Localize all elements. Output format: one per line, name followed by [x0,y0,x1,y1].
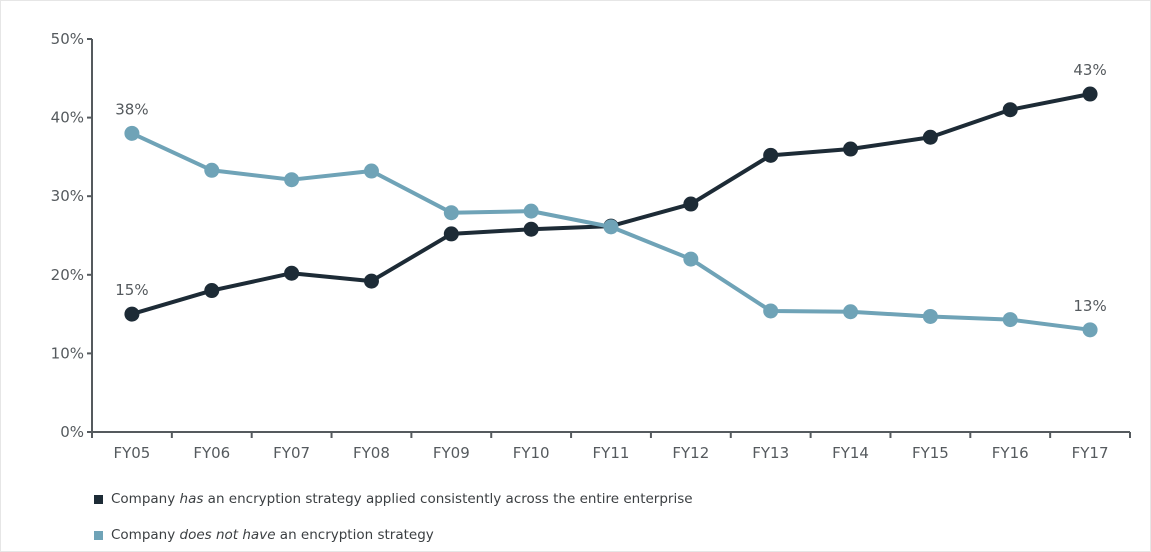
data-point [843,304,859,320]
legend-swatch-light [94,530,103,540]
data-point [363,163,379,179]
y-tick-label: 10% [51,344,84,362]
x-tick-label: FY08 [353,444,390,462]
y-tick-label: 0% [60,423,84,441]
data-point [763,147,779,163]
data-point [683,196,699,212]
data-point [124,125,140,141]
data-point [443,226,459,242]
legend-item-no-strategy: Company does not have an encryption stra… [94,527,434,543]
x-tick-label: FY11 [593,444,630,462]
y-tick-label: 20% [51,266,84,284]
x-tick-label: FY05 [113,444,150,462]
data-point [443,205,459,221]
data-point [683,251,699,267]
data-point [922,308,938,324]
data-label-first: 15% [115,281,148,299]
legend-item-has-strategy: Company has an encryption strategy appli… [94,491,693,507]
data-point [1082,322,1098,338]
x-tick-label: FY12 [672,444,709,462]
y-tick-label: 30% [51,187,84,205]
data-label-last: 43% [1073,61,1106,79]
data-point [1002,312,1018,328]
legend-label: Company has an encryption strategy appli… [111,491,693,507]
data-point [204,283,220,299]
x-tick-label: FY13 [752,444,789,462]
data-point [922,129,938,145]
data-point [204,162,220,178]
x-tick-label: FY17 [1072,444,1109,462]
y-tick-label: 50% [51,30,84,48]
legend-label: Company does not have an encryption stra… [111,527,434,543]
data-point [124,306,140,322]
x-tick-label: FY09 [433,444,470,462]
x-tick-label: FY15 [912,444,949,462]
data-label-first: 38% [115,100,148,118]
data-point [523,203,539,219]
data-label-last: 13% [1073,297,1106,315]
y-tick-label: 40% [51,109,84,127]
data-point [1002,102,1018,118]
data-point [843,141,859,157]
legend-swatch-dark [94,494,103,504]
x-tick-label: FY10 [513,444,550,462]
data-point [523,221,539,237]
x-tick-label: FY06 [193,444,230,462]
data-point [603,219,619,235]
x-tick-label: FY14 [832,444,869,462]
data-point [763,303,779,319]
series-line-0 [131,92,1091,317]
x-tick-label: FY16 [992,444,1029,462]
data-point [284,265,300,281]
x-tick-label: FY07 [273,444,310,462]
data-point [284,172,300,188]
data-point [363,273,379,289]
data-point [1082,86,1098,102]
